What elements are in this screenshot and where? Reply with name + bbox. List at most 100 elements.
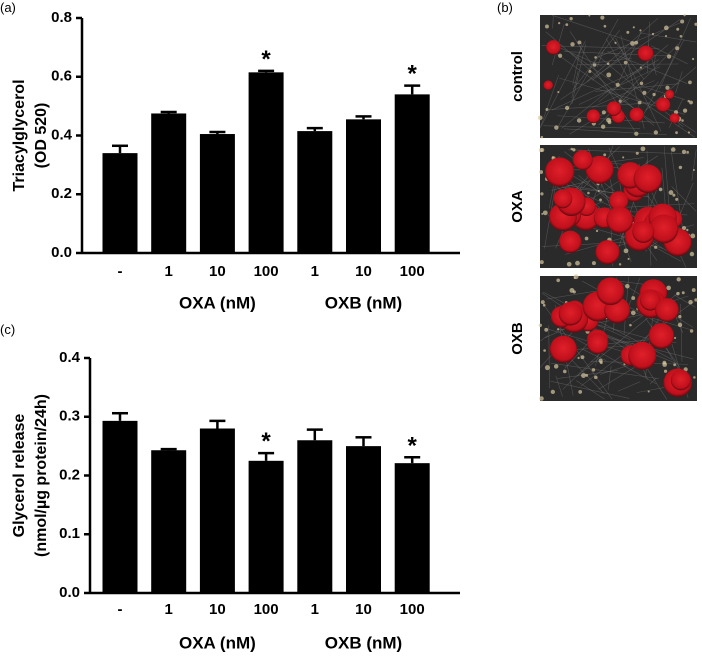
debris [540, 192, 543, 195]
debris [674, 337, 676, 339]
debris [672, 194, 675, 197]
debris [683, 108, 687, 112]
debris [599, 198, 602, 201]
debris [693, 169, 695, 171]
significance-mark: * [261, 428, 271, 455]
micrograph [539, 274, 698, 401]
image-label: OXA [509, 190, 526, 223]
lipid-cell [597, 277, 625, 305]
debris [577, 118, 581, 122]
debris [600, 16, 604, 20]
debris [648, 390, 650, 392]
lipid-cell [634, 165, 663, 194]
debris [688, 300, 692, 304]
debris [587, 192, 590, 195]
debris [630, 41, 635, 46]
bar [297, 440, 332, 593]
debris [538, 115, 543, 120]
debris [654, 246, 657, 249]
debris [688, 131, 690, 133]
debris [545, 25, 549, 29]
debris [675, 46, 679, 50]
debris [683, 14, 685, 16]
debris [693, 376, 696, 379]
debris [673, 363, 676, 366]
debris [567, 262, 572, 267]
debris [671, 147, 676, 152]
debris [581, 355, 585, 359]
lipid-cell [559, 302, 583, 326]
y-axis-label: (OD 520) [33, 103, 50, 169]
x-tick-label: 10 [355, 601, 372, 618]
x-tick-label: 100 [400, 263, 425, 280]
x-tick-label: 100 [254, 263, 279, 280]
lipid-cell [629, 108, 643, 122]
debris [664, 25, 669, 30]
debris [543, 210, 548, 215]
debris [624, 248, 629, 253]
debris [543, 304, 546, 307]
lipid-cell [545, 157, 574, 186]
x-tick-label: 100 [400, 601, 425, 618]
debris [678, 315, 681, 318]
debris [681, 119, 684, 122]
group-label: OXB (nM) [325, 633, 402, 652]
debris [686, 151, 689, 154]
x-tick-label: 100 [254, 601, 279, 618]
debris [552, 156, 554, 158]
debris [692, 58, 694, 60]
group-label: OXB (nM) [325, 293, 402, 312]
debris [629, 324, 632, 327]
significance-mark: * [408, 432, 418, 459]
debris [676, 292, 679, 295]
bar [249, 461, 284, 593]
group-label: OXA (nM) [179, 633, 256, 652]
debris [679, 166, 682, 169]
lipid-cell [656, 97, 671, 112]
image-label: control [509, 51, 526, 102]
lipid-cell [655, 298, 679, 322]
y-tick-label: 0.2 [59, 466, 80, 483]
x-tick-label: - [118, 263, 123, 280]
debris [622, 156, 624, 158]
debris [641, 146, 646, 151]
debris [563, 370, 567, 374]
debris [539, 396, 544, 401]
lipid-cell [648, 323, 674, 349]
debris [675, 198, 678, 201]
y-tick-label: 0.4 [51, 126, 73, 143]
debris [680, 35, 683, 38]
debris [588, 15, 590, 17]
debris [652, 33, 654, 35]
image-label: OXB [509, 322, 526, 355]
debris [592, 368, 595, 371]
debris [686, 229, 688, 231]
bar [346, 446, 381, 593]
lipid-cell [671, 370, 691, 390]
debris [551, 390, 555, 394]
bar [151, 113, 186, 253]
debris [638, 101, 642, 105]
debris [602, 110, 606, 114]
micrograph [539, 145, 697, 268]
bar [103, 421, 138, 593]
x-tick-label: 1 [311, 601, 319, 618]
y-tick-label: 0.3 [59, 408, 80, 425]
debris [575, 261, 580, 266]
debris [614, 42, 616, 44]
lipid-cell [638, 46, 654, 62]
lipid-cell [586, 109, 600, 123]
debris [558, 54, 562, 58]
debris [642, 91, 646, 95]
x-tick-label: 1 [165, 601, 173, 618]
bar [395, 94, 430, 253]
y-tick-label: 0.4 [59, 349, 81, 366]
x-tick-label: - [118, 601, 123, 618]
debris [598, 190, 600, 192]
debris [664, 370, 667, 373]
lipid-cell [628, 342, 656, 370]
debris [616, 83, 620, 87]
debris [659, 188, 663, 192]
bar [346, 119, 381, 253]
lipid-cell [607, 101, 622, 116]
